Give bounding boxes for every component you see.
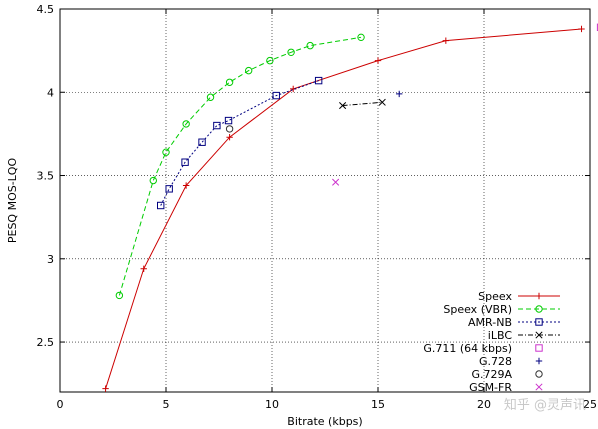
data-point	[115, 291, 124, 300]
data-point	[596, 23, 598, 32]
legend-marker	[535, 357, 543, 365]
data-point	[442, 37, 450, 44]
data-point	[339, 102, 347, 110]
data-point	[213, 121, 221, 130]
data-point	[149, 176, 157, 185]
axis-ticks: 0 5 10 15 20 25 2.5 3 3.5 4 4.5	[37, 3, 598, 411]
x-tick-label: 10	[265, 398, 279, 411]
data-point	[314, 76, 323, 85]
watermark-text: 知乎 @灵声讯	[504, 397, 586, 413]
series-line	[118, 36, 362, 296]
legend-marker	[535, 344, 543, 352]
legend-label: AMR-NB	[468, 316, 512, 329]
data-point	[225, 125, 234, 133]
series-3	[339, 98, 386, 110]
x-tick-label: 25	[583, 398, 597, 411]
y-tick-label: 4	[47, 86, 54, 99]
data-point	[165, 185, 173, 193]
series-5	[396, 90, 403, 98]
series-7	[332, 178, 340, 186]
series-line	[105, 28, 582, 389]
data-point	[226, 134, 233, 141]
series-1	[115, 33, 365, 300]
data-point	[266, 56, 274, 65]
legend-marker	[535, 305, 543, 313]
data-point	[182, 182, 190, 189]
series-4	[596, 23, 598, 32]
data-point	[181, 158, 189, 166]
legend-marker	[535, 383, 543, 391]
x-tick-label: 15	[371, 398, 385, 411]
data-point	[306, 41, 314, 50]
data-point	[244, 66, 253, 75]
data-point	[378, 98, 386, 106]
y-tick-label: 4.5	[37, 3, 55, 16]
data-point	[206, 93, 215, 101]
legend-marker	[535, 370, 543, 378]
legend-label: Speex	[478, 290, 512, 303]
data-point	[198, 138, 206, 146]
legend-marker	[535, 331, 543, 339]
series-6	[225, 125, 234, 133]
data-point	[396, 90, 403, 98]
y-tick-label: 2.5	[37, 336, 55, 349]
legend-marker	[535, 292, 543, 300]
data-point	[225, 78, 234, 86]
data-point	[287, 48, 295, 56]
x-tick-label: 5	[163, 398, 170, 411]
x-tick-label: 20	[477, 398, 491, 411]
x-tick-label: 0	[57, 398, 64, 411]
legend-label: Speex (VBR)	[443, 303, 512, 316]
legend-label: iLBC	[488, 329, 513, 342]
data-point	[157, 201, 165, 210]
legend-label: G.728	[479, 355, 512, 368]
data-point	[332, 178, 340, 186]
grid-lines	[60, 9, 590, 392]
y-tick-label: 3.5	[37, 170, 55, 183]
x-axis-label: Bitrate (kbps)	[287, 415, 362, 428]
legend-marker	[535, 318, 543, 326]
data-point	[140, 265, 147, 272]
data-point	[162, 148, 170, 156]
y-axis-label: PESQ MOS-LQO	[6, 158, 19, 244]
plot-frame	[59, 8, 591, 393]
series-0	[102, 25, 585, 392]
data-point	[357, 33, 365, 42]
series-2	[157, 76, 323, 210]
series-group	[102, 23, 598, 392]
legend-label: GSM-FR	[469, 381, 512, 394]
y-tick-label: 3	[47, 253, 54, 266]
data-point	[272, 91, 280, 100]
data-point	[374, 57, 382, 64]
legend-label: G.729A	[471, 368, 512, 381]
series-line	[342, 101, 383, 107]
series-line	[160, 80, 319, 206]
data-point	[182, 120, 190, 128]
legend-label: G.711 (64 kbps)	[423, 342, 512, 355]
data-point	[578, 25, 585, 33]
data-point	[102, 385, 109, 392]
data-point	[224, 116, 233, 125]
